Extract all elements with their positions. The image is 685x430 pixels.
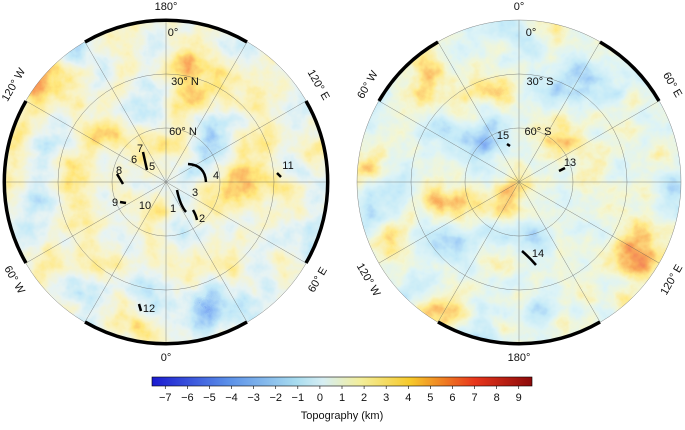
colorbar-tick-label: −6 <box>181 392 194 404</box>
rim-label: 120° W <box>0 66 28 104</box>
grid-label: 60° N <box>169 126 197 138</box>
grid-label: 30° S <box>526 76 553 88</box>
colorbar-tick-label: −5 <box>203 392 216 404</box>
traces <box>115 151 282 312</box>
rim-arc <box>377 40 661 346</box>
rim-label: 120° E <box>305 68 332 103</box>
feature-label: 9 <box>112 197 118 209</box>
traces <box>506 142 566 266</box>
rim-label: 0° <box>514 1 525 13</box>
colorbar-tick-label: 1 <box>339 392 345 404</box>
feature-label: 10 <box>139 200 151 212</box>
rim-arc <box>2 18 330 346</box>
feature-label: 13 <box>564 157 576 169</box>
colorbar-label: Topography (km) <box>301 410 384 422</box>
colorbar-tick-label: 2 <box>361 392 367 404</box>
rim-label: 60° W <box>355 68 381 101</box>
rim-label: 60° W <box>1 264 27 297</box>
south-map: 0° 60° W 60° E 120° W 120° E 180° 0° 30°… <box>354 1 685 364</box>
colorbar-tick-label: −2 <box>269 392 282 404</box>
rim-label: 120° E <box>658 263 685 298</box>
feature-label: 7 <box>137 143 143 155</box>
feature-label: 2 <box>199 213 205 225</box>
rim-label: 180° <box>155 1 178 13</box>
feature-label: 11 <box>282 160 293 172</box>
colorbar-tick-label: 4 <box>405 392 411 404</box>
north-map: 180° 120° W 120° E 60° W 60° E 0° 0° 30°… <box>0 1 332 364</box>
feature-label: 4 <box>213 170 219 182</box>
colorbar-tick-label: 3 <box>383 392 389 404</box>
colorbar-tick-label: 0 <box>317 392 323 404</box>
feature-label: 8 <box>116 165 122 177</box>
rim-label: 0° <box>161 352 172 364</box>
feature-label: 3 <box>192 187 198 199</box>
grid-label: 30° N <box>171 76 199 88</box>
feature-label: 14 <box>532 248 544 260</box>
feature-label: 1 <box>170 203 176 215</box>
feature-label: 5 <box>149 161 155 173</box>
colorbar-tick-label: −7 <box>159 392 172 404</box>
colorbar-tick-label: 6 <box>449 392 455 404</box>
colorbar-tick-label: 9 <box>516 392 522 404</box>
colorbar-tick-label: 5 <box>427 392 433 404</box>
colorbar: Topography (km) −7 −6 −5 −4 −3 −2 −1 0 1 2 3 4 5 6 7 8 9 <box>151 376 533 422</box>
rim-label: 60° E <box>660 70 684 99</box>
feature-label: 6 <box>131 154 137 166</box>
grid-label: 0° <box>526 27 537 39</box>
rim-label: 60° E <box>306 265 330 294</box>
rim-label: 180° <box>508 352 531 364</box>
rim-label: 120° W <box>354 261 383 299</box>
feature-label: 15 <box>497 130 509 142</box>
graticule <box>356 19 682 345</box>
colorbar-tick-label: 8 <box>494 392 500 404</box>
colorbar-tick-label: 7 <box>471 392 477 404</box>
colorbar-tick-label: −3 <box>247 392 260 404</box>
colorbar-tick-label: −1 <box>292 392 305 404</box>
grid-label: 60° S <box>524 126 551 138</box>
colorbar-tick-label: −4 <box>225 392 238 404</box>
colorbar-ramp <box>151 376 533 387</box>
grid-label: 0° <box>168 27 179 39</box>
feature-label: 12 <box>143 303 155 315</box>
